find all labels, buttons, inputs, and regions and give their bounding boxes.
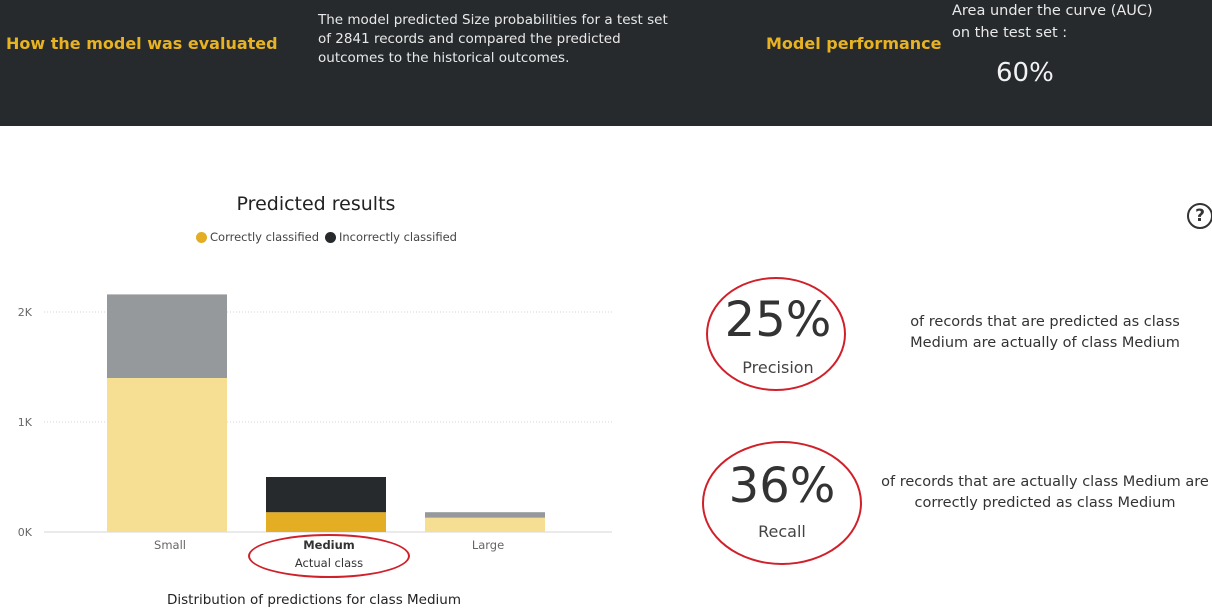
precision-description-line: Medium are actually of class Medium bbox=[910, 335, 1180, 351]
recall-description-line: of records that are actually class Mediu… bbox=[881, 474, 1209, 490]
legend-label-incorrect: Incorrectly classified bbox=[339, 230, 457, 244]
legend-dot-correct bbox=[196, 231, 207, 243]
legend-dot-incorrect bbox=[325, 231, 336, 243]
precision-highlight-circle bbox=[706, 277, 846, 391]
highlight-circle-actual-class bbox=[248, 534, 410, 578]
auc-value: 60% bbox=[996, 58, 1054, 88]
bar-large-correct bbox=[425, 517, 545, 532]
precision-description-line: of records that are predicted as class bbox=[910, 314, 1180, 330]
auc-label-line: Area under the curve (AUC) bbox=[952, 3, 1153, 19]
header-banner: How the model was evaluated The model pr… bbox=[0, 0, 1212, 126]
recall-label: Recall bbox=[758, 522, 806, 541]
y-tick-label: 1K bbox=[18, 416, 33, 429]
recall-value: 36% bbox=[728, 458, 836, 514]
evaluation-description: The model predicted Size probabilities f… bbox=[318, 11, 678, 68]
bar-large-incorrect bbox=[425, 512, 545, 518]
evaluation-heading: How the model was evaluated bbox=[6, 34, 278, 53]
evaluation-description-line: The model predicted Size probabilities f… bbox=[318, 12, 668, 28]
x-tick-label: Large bbox=[472, 538, 504, 552]
recall-description: of records that are actually class Mediu… bbox=[878, 472, 1212, 514]
bar-small-incorrect bbox=[107, 294, 227, 378]
chart-subtitle: Distribution of predictions for class Me… bbox=[166, 592, 462, 608]
precision-label: Precision bbox=[742, 358, 814, 377]
bar-small-correct bbox=[107, 378, 227, 532]
evaluation-description-line: of 2841 records and compared the predict… bbox=[318, 31, 621, 47]
chart-legend: Correctly classified Incorrectly classif… bbox=[196, 230, 463, 244]
bar-medium-incorrect bbox=[266, 477, 386, 513]
precision-description: of records that are predicted as class M… bbox=[880, 312, 1210, 354]
chart-title: Predicted results bbox=[236, 193, 396, 215]
legend-item-incorrect[interactable]: Incorrectly classified bbox=[325, 230, 457, 244]
evaluation-description-line: outcomes to the historical outcomes. bbox=[318, 50, 570, 66]
help-icon[interactable]: ? bbox=[1187, 203, 1212, 229]
recall-description-line: correctly predicted as class Medium bbox=[914, 495, 1176, 511]
auc-label-line: on the test set : bbox=[952, 25, 1068, 41]
y-tick-label: 0K bbox=[18, 526, 33, 539]
x-tick-label: Small bbox=[154, 538, 186, 552]
legend-label-correct: Correctly classified bbox=[210, 230, 319, 244]
y-tick-label: 2K bbox=[18, 306, 33, 319]
precision-value: 25% bbox=[724, 292, 832, 348]
recall-highlight-circle bbox=[702, 441, 862, 565]
performance-heading: Model performance bbox=[766, 34, 942, 53]
auc-label: Area under the curve (AUC) on the test s… bbox=[952, 0, 1192, 44]
legend-item-correct[interactable]: Correctly classified bbox=[196, 230, 319, 244]
bar-medium-correct bbox=[266, 512, 386, 532]
